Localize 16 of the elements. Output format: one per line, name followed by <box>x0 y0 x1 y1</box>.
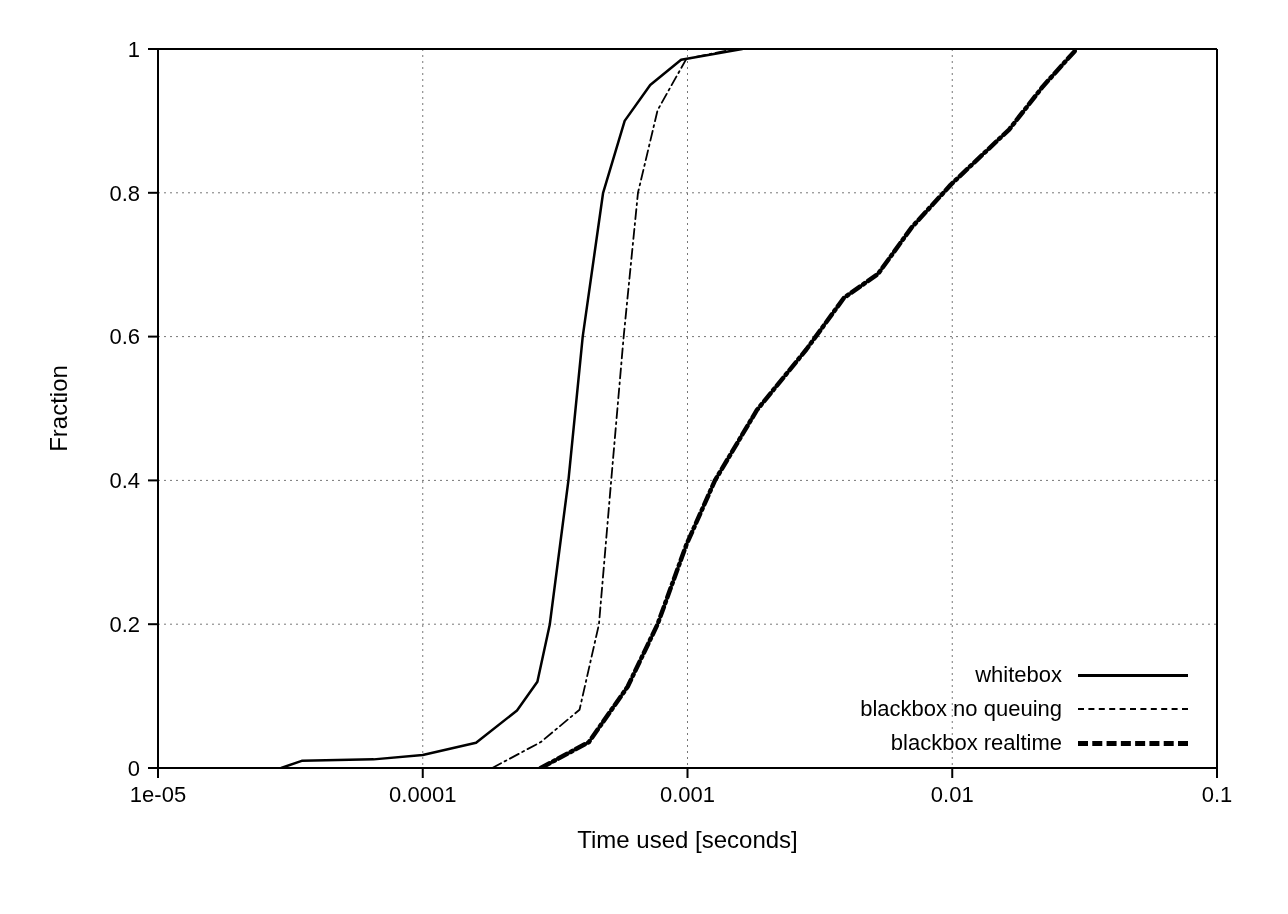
x-tick-label: 0.1 <box>1201 781 1233 807</box>
y-tick-label: 1 <box>127 36 140 62</box>
y-tick-label: 0.2 <box>109 612 140 638</box>
x-tick-label: 1e-05 <box>129 781 187 807</box>
legend-label: whitebox <box>975 662 1062 688</box>
x-tick-label: 0.0001 <box>389 781 457 807</box>
x-tick-label: 0.01 <box>930 781 974 807</box>
y-tick-label: 0.8 <box>109 180 140 206</box>
legend-label: blackbox realtime <box>890 730 1062 756</box>
x-axis-title: Time used [seconds] <box>577 826 798 853</box>
y-axis-title: Fraction <box>44 365 72 452</box>
legend-label: blackbox no queuing <box>860 696 1062 722</box>
x-tick-label: 0.001 <box>659 781 716 807</box>
y-tick-label: 0.4 <box>109 468 140 494</box>
y-tick-label: 0 <box>127 755 140 781</box>
y-tick-label: 0.6 <box>109 324 140 350</box>
